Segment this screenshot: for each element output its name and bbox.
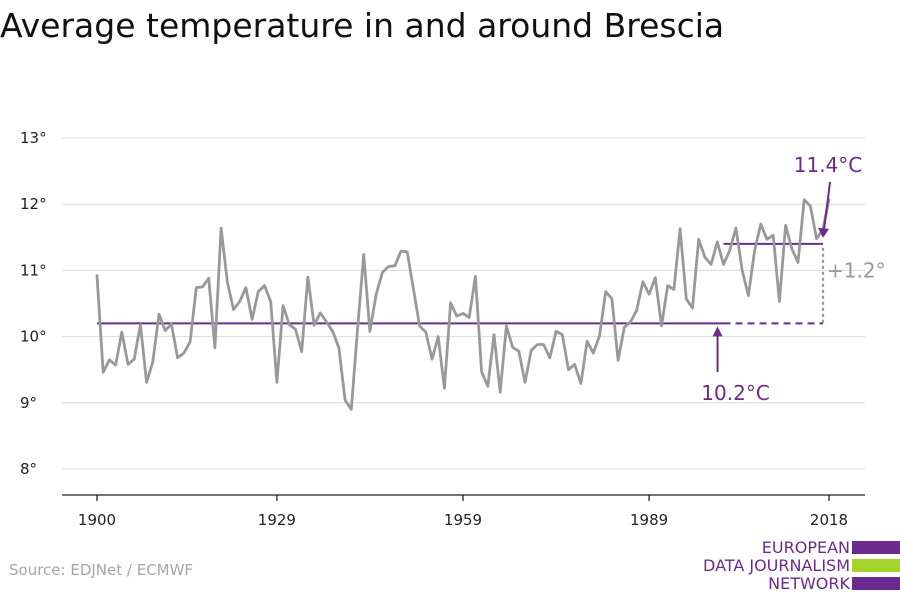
x-axis: 1900 1929 1959 1989 2018 (62, 494, 865, 529)
series-layer (95, 198, 831, 411)
x-tick-label-1959: 1959 (444, 511, 482, 529)
logo-text-line2: DATA JOURNALISM (703, 556, 850, 575)
y-tick-label-12: 12° (20, 195, 47, 213)
annotations: +1.2° 10.2°C 11.4°C (701, 153, 885, 405)
y-tick-label-10: 10° (20, 328, 47, 346)
difference-label: +1.2° (827, 259, 886, 283)
y-tick-label-8: 8° (20, 460, 37, 478)
recent-arrow-head (818, 227, 829, 238)
source-note: Source: EDJNet / ECMWF (9, 561, 194, 579)
y-tick-label-11: 11° (20, 261, 47, 279)
recent-arrow-shaft (823, 181, 831, 231)
chart-title: Average temperature in and around Bresci… (0, 6, 725, 45)
x-tick-label-1900: 1900 (78, 511, 116, 529)
logo-bar-green (852, 559, 900, 572)
edjnet-logo: EUROPEAN DATA JOURNALISM NETWORK (660, 538, 900, 594)
logo-text-line1: EUROPEAN (761, 538, 850, 557)
x-tick-label-1929: 1929 (258, 511, 296, 529)
recent-average-label: 11.4°C (794, 153, 863, 177)
x-tick-label-2018: 2018 (810, 511, 848, 529)
y-tick-labels: 8° 9° 10° 11° 12° 13° (20, 129, 47, 478)
x-tick-label-1989: 1989 (630, 511, 668, 529)
grid-lines (62, 137, 865, 470)
logo-bar-purple-top (852, 541, 900, 554)
y-tick-label-13: 13° (20, 129, 47, 147)
logo-text-line3: NETWORK (768, 574, 850, 593)
baseline-arrow-head (712, 326, 723, 337)
logo-bar-purple-bottom (852, 577, 900, 590)
y-tick-label-9: 9° (20, 394, 37, 412)
baseline-label: 10.2°C (701, 381, 770, 405)
temperature-series-line (95, 198, 831, 411)
